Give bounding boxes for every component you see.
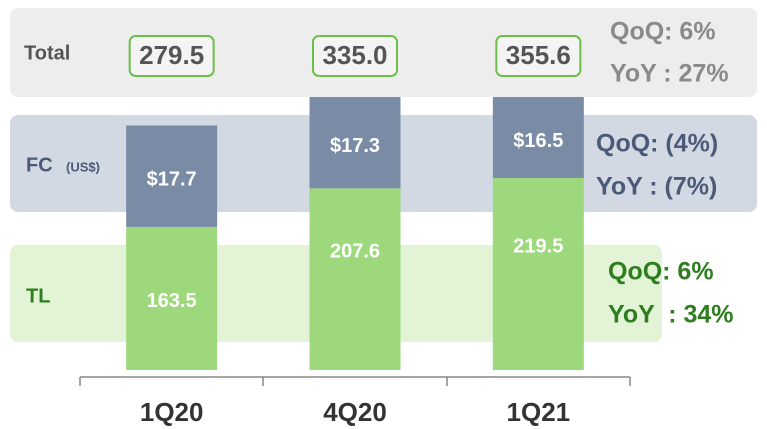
total-label: 335.0 [322, 40, 387, 70]
total-label: 279.5 [139, 40, 204, 70]
bar-segment [309, 188, 401, 370]
top-layer: 279.5 335.0 355.6 [128, 35, 582, 77]
data-label: $17.3 [330, 135, 380, 157]
total-label: 355.6 [506, 40, 571, 70]
x-tick-label: 4Q20 [323, 397, 387, 427]
note: QoQ: 6% [608, 258, 714, 286]
bars: 163.5 $17.7 207.6 $17.3 219.5 $16.5 [126, 58, 584, 370]
total-box [128, 35, 215, 77]
row-label: FC [26, 154, 53, 176]
data-label: 207.6 [330, 240, 380, 262]
note: QoQ: (4%) [596, 130, 718, 158]
total-box [312, 35, 398, 77]
note: YoY : 27% [610, 60, 729, 88]
bar-segment [492, 177, 584, 370]
x-tick-label: 1Q20 [140, 397, 204, 427]
note: YoY : 34% [608, 301, 734, 329]
data-label: 163.5 [147, 290, 197, 312]
row-label: Total [24, 42, 70, 64]
data-label: $16.5 [513, 130, 563, 152]
data-label: 219.5 [513, 235, 563, 257]
bar-segment [126, 226, 218, 370]
data-label: $17.7 [147, 168, 197, 190]
note: QoQ: 6% [610, 18, 716, 46]
total-box [495, 35, 582, 77]
x-tick-label: 1Q21 [507, 397, 571, 427]
row-unit: (US$) [66, 159, 100, 174]
bar-segment [126, 125, 218, 227]
note: YoY : (7%) [596, 173, 717, 201]
row-label: TL [26, 285, 50, 307]
